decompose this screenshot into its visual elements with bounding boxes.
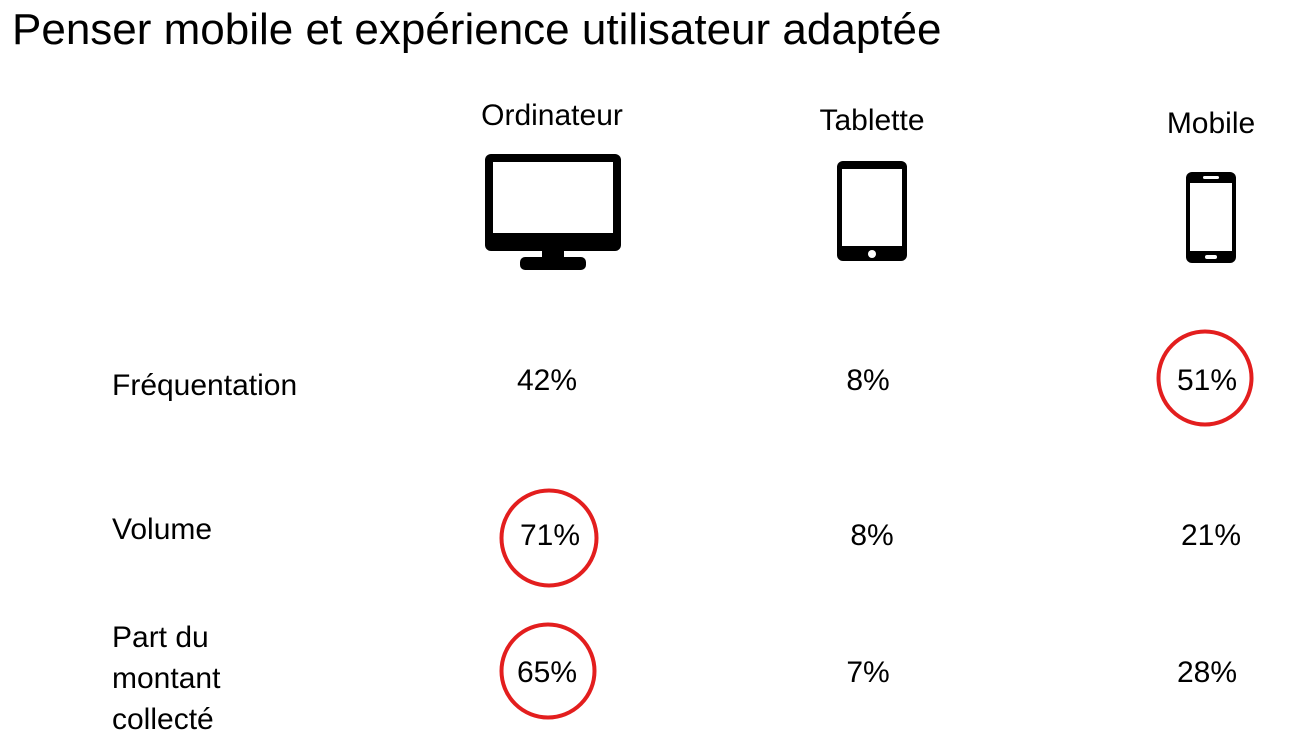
smartphone-icon [1186, 172, 1236, 263]
value-tablette-montant: 7% [846, 656, 890, 689]
row-label-volume: Volume [112, 513, 213, 546]
desktop-computer-icon [485, 154, 621, 270]
value-ordinateur-volume: 71% [519, 519, 581, 552]
value-mobile-volume: 21% [1180, 519, 1242, 552]
column-header-mobile: Mobile [1166, 107, 1256, 140]
row-label-frequentation: Fréquentation [112, 369, 298, 402]
value-tablette-volume: 8% [850, 519, 894, 552]
highlight-circle-mobile-frequentation [1156, 329, 1254, 427]
value-ordinateur-montant: 65% [516, 656, 578, 689]
tablet-icon [837, 161, 907, 261]
column-header-tablette: Tablette [819, 104, 925, 137]
highlight-circle-ordinateur-volume [499, 488, 599, 588]
highlight-circle-ordinateur-montant [499, 622, 597, 720]
value-tablette-frequentation: 8% [846, 364, 890, 397]
value-mobile-montant: 28% [1176, 656, 1238, 689]
row-label-part-du-montant-collecte: Part du montant collecté [112, 621, 221, 736]
page-title: Penser mobile et expérience utilisateur … [12, 5, 942, 54]
value-ordinateur-frequentation: 42% [516, 364, 578, 397]
column-header-ordinateur: Ordinateur [481, 99, 623, 132]
value-mobile-frequentation: 51% [1176, 364, 1238, 397]
